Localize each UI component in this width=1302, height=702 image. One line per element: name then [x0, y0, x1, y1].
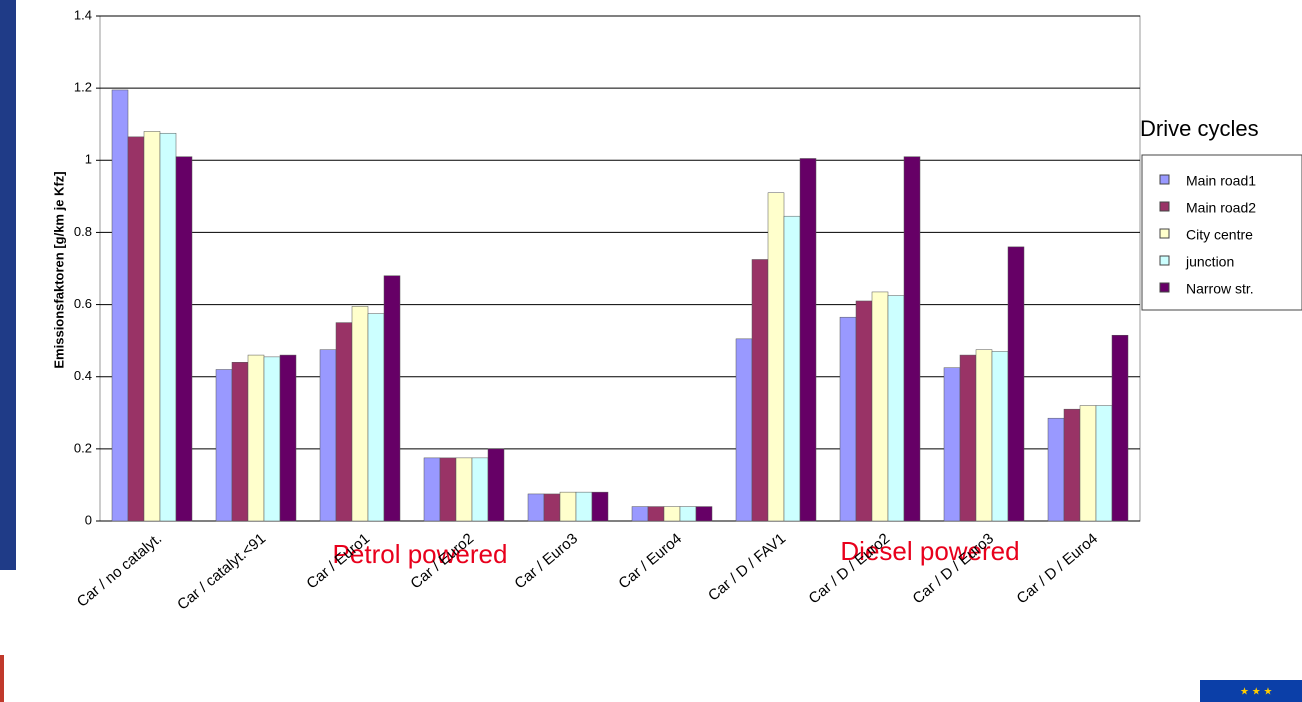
bar: [647, 506, 665, 522]
bar: [959, 354, 977, 522]
bar: [751, 259, 769, 522]
bar: [943, 367, 961, 522]
bar: [783, 215, 801, 522]
bar: [263, 356, 281, 522]
legend-swatch: [1159, 174, 1170, 185]
bar: [855, 300, 873, 522]
x-tick-label: Car / no catalyt.: [74, 530, 165, 611]
x-tick-label: Car / Euro3: [511, 530, 581, 592]
bar: [527, 493, 545, 522]
bar: [799, 158, 817, 522]
legend-swatch: [1159, 201, 1170, 212]
bar: [383, 275, 401, 522]
bar: [991, 351, 1009, 522]
bar: [335, 322, 353, 522]
bar: [231, 362, 249, 522]
annotation: Petrol powered: [333, 539, 508, 569]
bar: [423, 457, 441, 522]
bar: [487, 448, 505, 522]
bar: [279, 354, 297, 522]
y-tick-label: 1.4: [74, 7, 92, 22]
bar: [695, 506, 713, 522]
bar: [871, 291, 889, 522]
x-tick-label: Car / catalyt.<91: [174, 530, 269, 613]
y-tick-label: 0.8: [74, 224, 92, 239]
y-tick-label: 0.4: [74, 368, 92, 383]
bar: [367, 313, 385, 522]
flag-stars: ★ ★ ★: [1240, 687, 1272, 698]
x-tick-label: Car / D / Euro4: [1014, 530, 1102, 607]
y-tick-label: 0: [85, 512, 92, 527]
bar: [1047, 417, 1065, 522]
bar: [127, 136, 145, 522]
bar: [319, 349, 337, 522]
y-axis-label: Emissionsfaktoren [g/km je Kfz]: [51, 171, 66, 368]
y-tick-label: 0.2: [74, 440, 92, 455]
annotation: Diesel powered: [840, 536, 1019, 566]
bar: [631, 506, 649, 522]
bar: [735, 338, 753, 522]
bar: [1111, 334, 1129, 522]
legend-label: Narrow str.: [1186, 281, 1254, 297]
bar: [1079, 405, 1097, 522]
bar: [887, 295, 905, 522]
legend-title: Drive cycles: [1140, 116, 1259, 141]
bar: [111, 89, 129, 522]
bar: [351, 306, 369, 522]
bar: [439, 457, 457, 522]
bar: [1007, 246, 1025, 522]
slide-side-bar: [0, 0, 16, 570]
bar: [559, 491, 577, 522]
bar: [767, 192, 785, 522]
bar: [159, 132, 177, 522]
y-tick-label: 1.2: [74, 80, 92, 95]
x-tick-label: Car / Euro4: [615, 530, 685, 592]
bar: [143, 131, 161, 522]
bar: [679, 506, 697, 522]
legend-label: junction: [1185, 254, 1234, 270]
legend-swatch: [1159, 255, 1170, 266]
eu-flag: [1200, 680, 1302, 702]
legend-label: Main road1: [1186, 173, 1256, 189]
bar: [215, 369, 233, 522]
y-tick-label: 1: [85, 152, 92, 167]
bar: [975, 349, 993, 522]
bar: [471, 457, 489, 522]
bar: [839, 316, 857, 522]
legend-swatch: [1159, 282, 1170, 293]
bar: [1063, 408, 1081, 522]
bar: [663, 506, 681, 522]
bar: [247, 354, 265, 522]
y-tick-label: 0.6: [74, 296, 92, 311]
x-tick-label: Car / D / FAV1: [705, 530, 789, 604]
bar: [1095, 405, 1113, 522]
bar: [575, 491, 593, 522]
bar: [591, 491, 609, 522]
legend-label: Main road2: [1186, 200, 1256, 216]
legend-label: City centre: [1186, 227, 1253, 243]
legend-swatch: [1159, 228, 1170, 239]
bar: [543, 493, 561, 522]
bar: [455, 457, 473, 522]
bar: [175, 156, 193, 522]
bar: [903, 156, 921, 522]
slide-accent: [0, 655, 4, 702]
